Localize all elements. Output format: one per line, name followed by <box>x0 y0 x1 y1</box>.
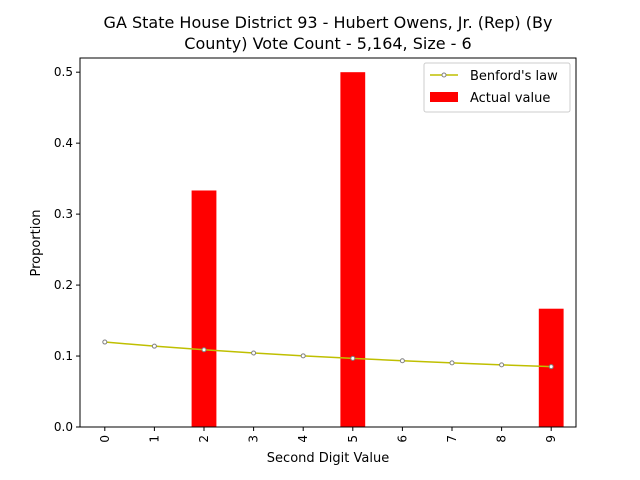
benford-point-4 <box>300 353 306 359</box>
legend-bar-swatch <box>430 92 458 102</box>
chart-title-line-2: County) Vote Count - 5,164, Size - 6 <box>184 34 471 53</box>
y-tick-label: 0.0 <box>54 420 73 434</box>
y-tick-label: 0.3 <box>54 207 73 221</box>
y-tick-label: 0.2 <box>54 278 73 292</box>
benford-point-9 <box>548 364 554 370</box>
x-tick-label: 2 <box>197 435 211 443</box>
legend-line-marker <box>441 72 447 78</box>
benford-point-2 <box>201 347 207 353</box>
legend: Benford's law Actual value <box>423 62 571 113</box>
actual-value-bar-2 <box>191 190 217 427</box>
benford-point-1 <box>151 343 157 349</box>
x-axis-ticks: 0 1 2 3 4 5 6 7 8 9 <box>98 427 558 443</box>
y-axis-ticks: 0.0 0.1 0.2 0.3 0.4 0.5 <box>54 65 80 434</box>
x-tick-label: 1 <box>147 435 161 443</box>
x-tick-label: 0 <box>98 435 112 443</box>
y-tick-label: 0.4 <box>54 136 73 150</box>
benford-line-layer <box>102 339 554 370</box>
benford-point-5 <box>350 355 356 361</box>
benford-point-3 <box>251 350 257 356</box>
bars-layer <box>191 72 564 427</box>
x-axis-label: Second Digit Value <box>267 451 389 466</box>
x-tick-label: 7 <box>445 435 459 443</box>
x-tick-label: 9 <box>544 435 558 443</box>
benford-point-7 <box>449 360 455 366</box>
legend-frame <box>423 62 571 113</box>
x-tick-label: 3 <box>247 435 261 443</box>
y-axis-label: Proportion <box>29 209 44 276</box>
y-tick-label: 0.5 <box>54 65 73 79</box>
chart-title-line-1: GA State House District 93 - Hubert Owen… <box>104 13 553 32</box>
x-tick-label: 5 <box>346 435 360 443</box>
actual-value-bar-5 <box>340 72 366 427</box>
x-tick-label: 4 <box>296 435 310 443</box>
x-tick-label: 8 <box>495 435 509 443</box>
benford-point-8 <box>499 362 505 368</box>
legend-benford-label: Benford's law <box>470 69 558 84</box>
plot-area-frame <box>79 57 577 428</box>
legend-actual-label: Actual value <box>470 91 550 106</box>
x-tick-label: 6 <box>395 435 409 443</box>
benford-line <box>104 341 552 368</box>
benford-point-6 <box>399 358 405 364</box>
y-tick-label: 0.1 <box>54 349 73 363</box>
benford-point-0 <box>102 339 108 345</box>
